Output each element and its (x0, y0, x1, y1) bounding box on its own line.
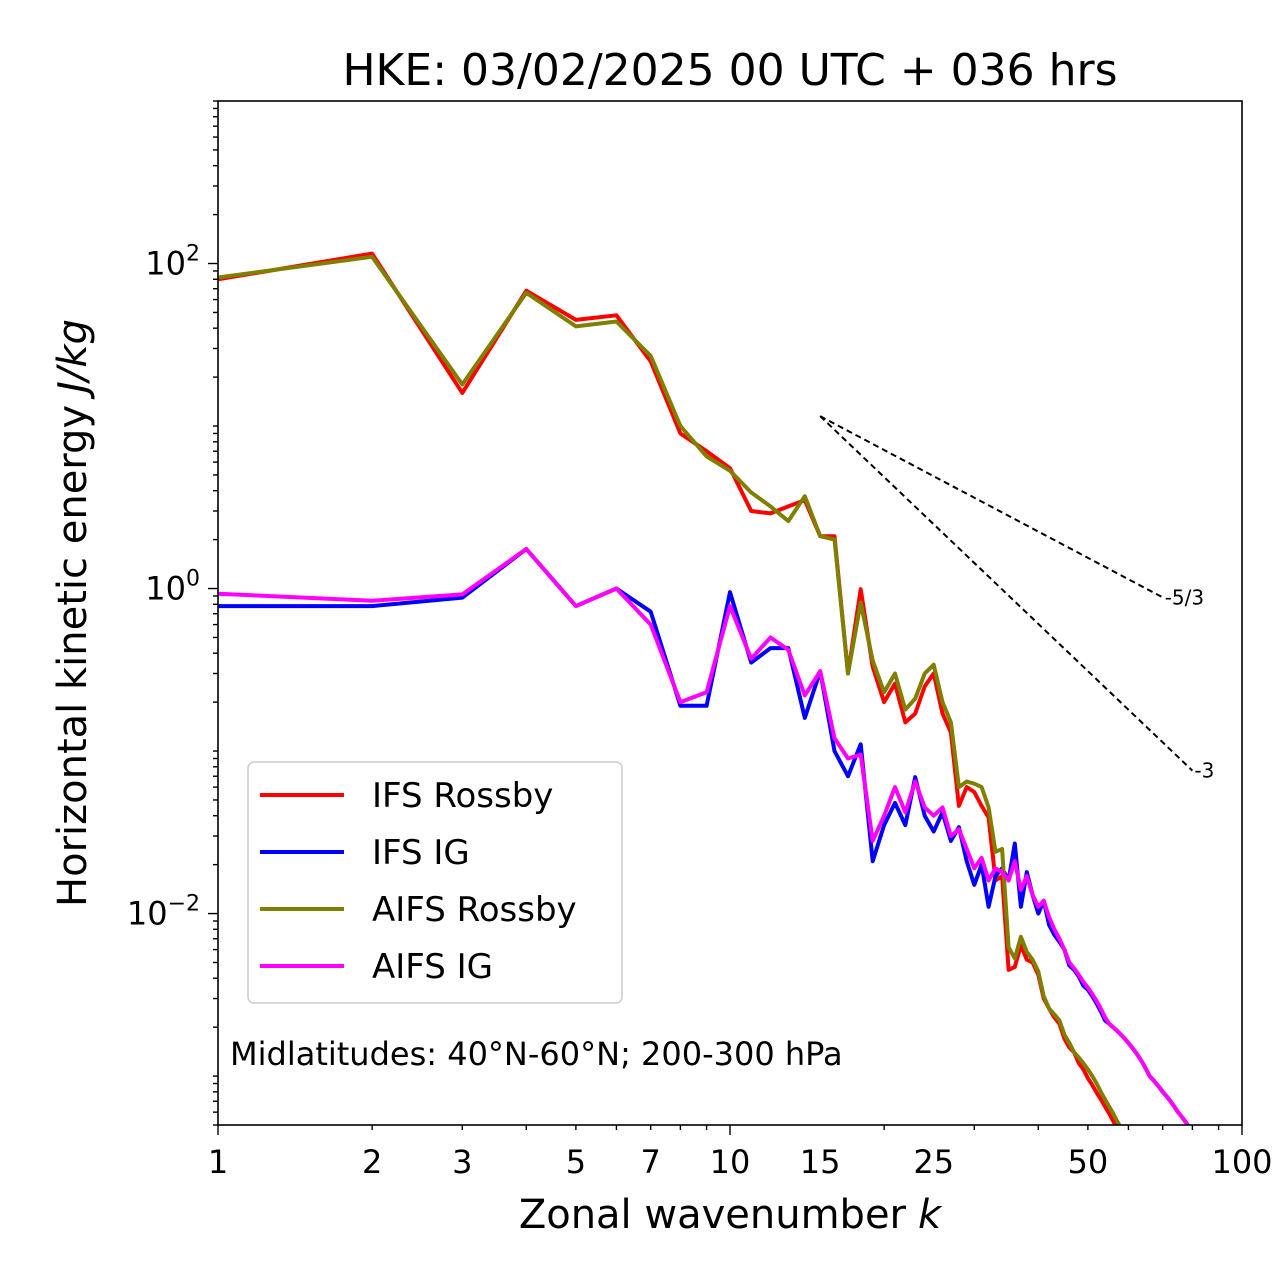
x-axis-label-var: k (918, 1192, 943, 1238)
legend-label: AIFS IG (372, 947, 493, 987)
y-axis-label-text: Horizontal kinetic energy (50, 405, 96, 907)
legend-label: AIFS Rossby (372, 890, 577, 930)
x-axis-label-text: Zonal wavenumber (519, 1192, 907, 1238)
plot-area: -5/3 -3 1 2 3 5 7 10 15 25 50 100 102 100 10−2 (127, 100, 1273, 1181)
x-tick-label: 5 (566, 1143, 586, 1181)
slope-line-1 (819, 415, 1194, 772)
x-tick-label: 15 (800, 1143, 841, 1181)
y-tick-label: 100 (145, 567, 200, 608)
y-axis-label-unit: J/kg (50, 319, 96, 400)
y-tick-label: 102 (145, 242, 200, 283)
slope-label-0: -5/3 (1165, 585, 1204, 609)
x-tick-label: 1 (208, 1143, 228, 1181)
x-tick-label: 100 (1211, 1143, 1272, 1181)
x-tick-label: 3 (452, 1143, 472, 1181)
x-axis-label: Zonal wavenumber k (519, 1192, 943, 1238)
series-line-3 (218, 547, 1191, 1125)
legend-frame (247, 761, 623, 1004)
x-tick-label: 2 (362, 1143, 382, 1181)
y-axis-label: Horizontal kinetic energy J/kg (50, 319, 96, 907)
x-tick-label: 7 (641, 1143, 661, 1181)
legend-label: IFS IG (372, 833, 470, 873)
y-tick-label: 10−2 (127, 892, 200, 933)
slope-line-0 (819, 415, 1164, 599)
series-line-2 (218, 254, 1122, 1125)
legend-label: IFS Rossby (372, 776, 553, 816)
series-group (218, 251, 1191, 1125)
x-tick-label: 25 (913, 1143, 954, 1181)
chart-title: HKE: 03/02/2025 00 UTC + 036 hrs (342, 45, 1117, 96)
legend: IFS Rossby IFS IG AIFS Rossby AIFS IG (247, 761, 623, 1004)
y-axis-ticks: 102 100 10−2 (127, 100, 218, 1126)
x-tick-label: 50 (1068, 1143, 1109, 1181)
slope-label-1: -3 (1194, 759, 1214, 783)
x-axis-ticks: 1 2 3 5 7 10 15 25 50 100 (208, 1125, 1273, 1181)
region-annotation: Midlatitudes: 40°N-60°N; 200-300 hPa (230, 1035, 843, 1073)
reference-slopes: -5/3 -3 (819, 415, 1214, 783)
x-tick-label: 10 (710, 1143, 751, 1181)
